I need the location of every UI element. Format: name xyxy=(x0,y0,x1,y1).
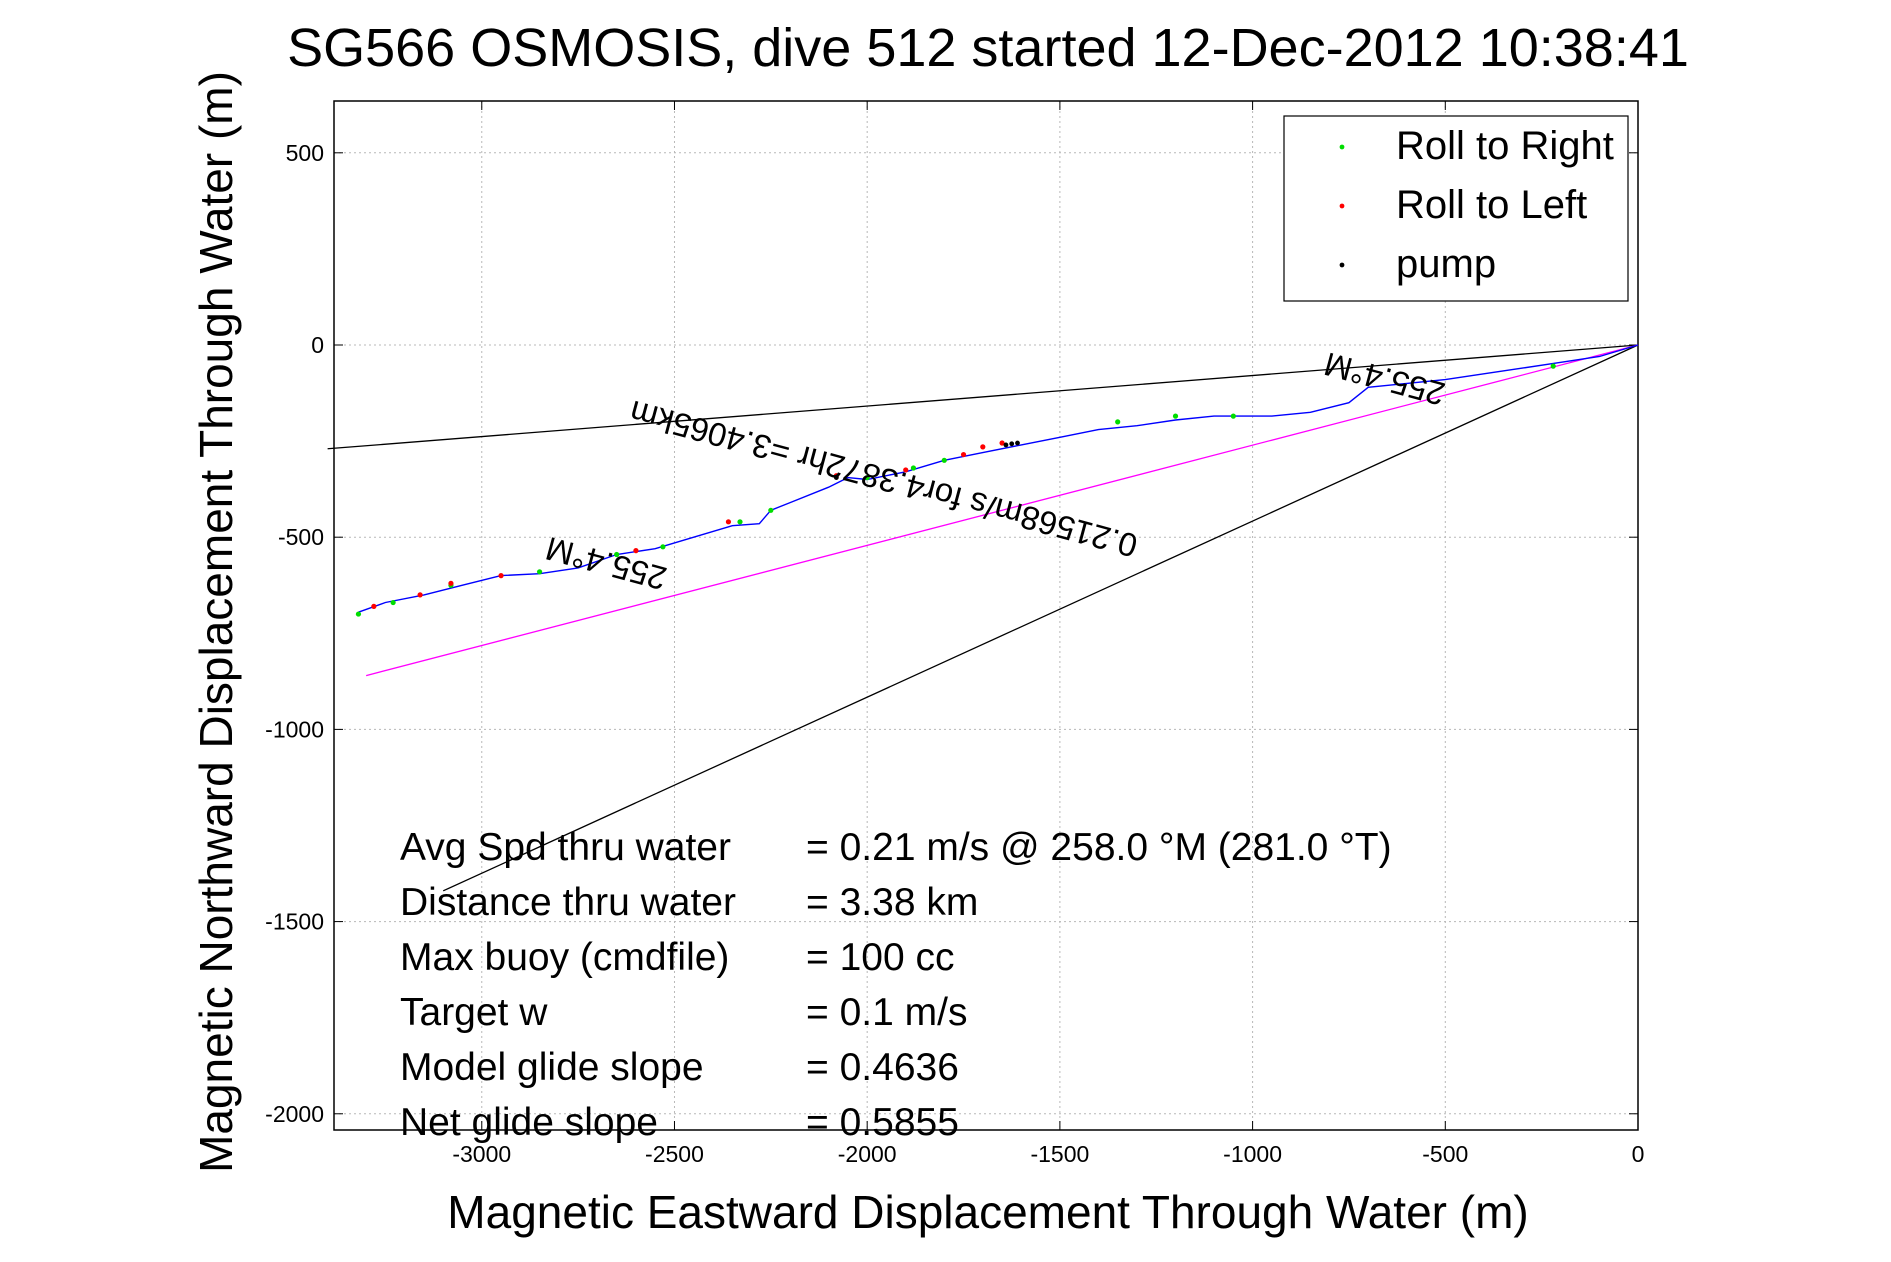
legend-marker xyxy=(1339,262,1345,268)
roll-right-point xyxy=(768,507,774,513)
roll-left-point xyxy=(633,548,639,554)
info-value: = 0.5855 xyxy=(806,1101,959,1144)
y-tick-label: 500 xyxy=(286,140,324,166)
reference-lines xyxy=(327,344,1639,892)
bound-reference-line xyxy=(442,344,1639,892)
info-value: = 0.21 m/s @ 258.0 °M (281.0 °T) xyxy=(806,826,1392,869)
y-tick-label: -2000 xyxy=(265,1101,324,1127)
roll-left-point xyxy=(903,467,909,473)
legend: Roll to Right Roll to Left pump xyxy=(1283,115,1629,302)
pump-point xyxy=(1015,440,1020,446)
roll-right-point xyxy=(390,599,396,606)
roll-markers xyxy=(355,363,1556,617)
chart-annotations: 255.4°M0.21568m/s for4.3872hr =3.4065km2… xyxy=(542,345,1449,597)
track-annotation: 255.4°M xyxy=(1320,345,1449,413)
roll-right-point xyxy=(737,519,743,525)
y-tick-label: -1500 xyxy=(265,909,324,935)
track-annotation: 255.4°M xyxy=(542,530,671,598)
legend-label: Roll to Left xyxy=(1396,183,1587,227)
axes-frame xyxy=(333,100,1639,1131)
axis-ticks: -3000 -2500 -2000 -1500 -1000 -500 0 500 0 -500 -1… xyxy=(265,101,1644,1167)
legend-marker xyxy=(1339,144,1345,150)
x-tick-label: 0 xyxy=(1632,1141,1645,1167)
legend-label: Roll to Right xyxy=(1396,124,1614,168)
pump-point xyxy=(833,475,839,481)
x-tick-label: -1500 xyxy=(1030,1141,1089,1167)
x-tick-label: -3000 xyxy=(452,1141,511,1167)
roll-left-point xyxy=(999,440,1005,446)
legend-label: pump xyxy=(1396,242,1496,286)
roll-right-point xyxy=(536,569,543,575)
x-tick-label: -1000 xyxy=(1223,1141,1282,1167)
info-value: = 100 cc xyxy=(806,936,955,979)
info-value: = 0.4636 xyxy=(806,1046,959,1089)
chart-title: SG566 OSMOSIS, dive 512 started 12-Dec-2… xyxy=(287,18,1689,78)
y-tick-label: -1000 xyxy=(265,716,324,742)
roll-right-point xyxy=(1172,413,1179,419)
y-tick-label: -500 xyxy=(278,524,324,550)
x-tick-label: -2000 xyxy=(838,1141,897,1167)
roll-right-point xyxy=(1550,363,1556,369)
roll-right-point xyxy=(941,457,947,463)
roll-left-point xyxy=(448,580,454,586)
track-annotation: 0.21568m/s for4.3872hr =3.4065km xyxy=(626,393,1141,564)
bound-reference-line xyxy=(327,344,1639,450)
info-value: = 3.38 km xyxy=(806,881,978,924)
dive-info-text: Avg Spd thru water = 0.21 m/s @ 258.0 °M … xyxy=(400,826,1392,1144)
info-label: Distance thru water xyxy=(400,881,736,924)
y-axis-label: Magnetic Northward Displacement Through … xyxy=(190,71,242,1173)
roll-left-point xyxy=(725,519,732,525)
roll-right-point xyxy=(864,475,870,481)
roll-left-point xyxy=(417,592,423,598)
heading-reference-line xyxy=(365,344,1639,677)
roll-right-point xyxy=(1230,413,1236,419)
roll-left-point xyxy=(498,573,504,579)
info-label: Net glide slope xyxy=(400,1101,658,1144)
roll-right-point xyxy=(660,544,666,550)
y-tick-label: 0 xyxy=(311,332,324,358)
roll-right-point xyxy=(355,611,362,617)
x-tick-label: -500 xyxy=(1422,1141,1468,1167)
pump-point xyxy=(1003,442,1009,448)
roll-right-point xyxy=(910,465,917,471)
legend-marker xyxy=(1339,203,1345,209)
x-axis-label: Magnetic Eastward Displacement Through W… xyxy=(447,1186,1528,1238)
info-value: = 0.1 m/s xyxy=(806,991,967,1034)
roll-left-point xyxy=(980,444,986,450)
info-label: Max buoy (cmdfile) xyxy=(400,936,729,979)
roll-right-point xyxy=(614,551,620,558)
roll-left-point xyxy=(371,603,377,609)
roll-left-point xyxy=(960,451,967,458)
roll-right-point xyxy=(1115,419,1121,425)
x-tick-label: -2500 xyxy=(645,1141,704,1167)
info-label: Model glide slope xyxy=(400,1046,704,1089)
pump-point xyxy=(1009,441,1015,447)
info-label: Target w xyxy=(400,991,548,1034)
info-label: Avg Spd thru water xyxy=(400,826,731,869)
